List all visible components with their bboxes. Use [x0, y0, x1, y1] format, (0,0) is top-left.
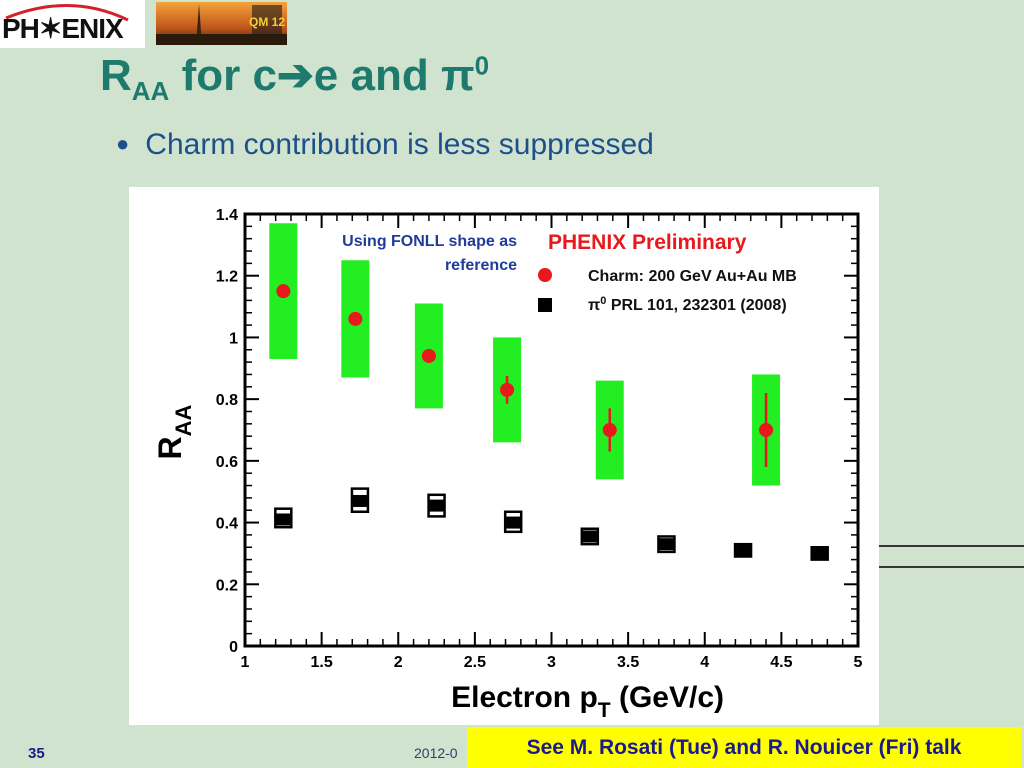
- pi0-point: [352, 494, 367, 507]
- pi0-point: [659, 538, 674, 551]
- charm-point: [276, 284, 291, 299]
- pi0-systematic-box: [503, 510, 523, 534]
- preliminary-label: PHENIX Preliminary: [548, 231, 747, 254]
- y-tick-label: 0.2: [216, 577, 238, 594]
- pi0-systematic-box: [657, 535, 676, 554]
- slide-number: 35: [28, 745, 45, 762]
- charm-point: [759, 423, 774, 437]
- x-tick-label: 1.5: [311, 654, 333, 671]
- y-tick-label: 1: [229, 330, 238, 347]
- x-tick-label: 2: [394, 654, 403, 671]
- phenix-logo: PH✶ENIX: [0, 0, 145, 48]
- x-tick-label: 4.5: [770, 654, 792, 671]
- talk-callout: See M. Rosati (Tue) and R. Nouicer (Fri)…: [467, 727, 1021, 768]
- y-tick-label: 0.6: [216, 454, 238, 471]
- charm-point: [500, 382, 515, 397]
- x-tick-label: 3: [547, 654, 556, 671]
- arrow-icon: ➔: [276, 51, 314, 100]
- edge-lines: [879, 545, 1024, 568]
- x-tick-label: 5: [854, 654, 863, 671]
- pi0-point: [429, 499, 444, 512]
- fonll-annotation-line2: reference: [445, 257, 517, 274]
- y-tick-label: 0.8: [216, 392, 238, 409]
- raa-chart: 1 1.5 2 2.5 3 3.5 4 4.5 5 0 0.2 0.4 0.6 0.8 1 1.2 1.4 Us…: [129, 187, 879, 725]
- bullet-text: Charm contribution is less suppressed: [145, 128, 654, 161]
- y-tick-label: 0.4: [216, 516, 238, 533]
- charm-point: [421, 348, 436, 363]
- charm-point: [348, 311, 363, 326]
- logo-text: PH✶ENIX: [2, 13, 124, 44]
- pi0-systematic-box: [350, 487, 370, 514]
- x-tick-label: 3.5: [617, 654, 639, 671]
- y-tick-label: 0: [229, 639, 238, 656]
- pi0-point: [506, 516, 521, 529]
- logo-swoosh-icon: [5, 4, 129, 22]
- conference-photo: QM 12: [156, 2, 287, 45]
- legend-pi0-marker: [538, 298, 552, 312]
- pi0-point: [276, 513, 291, 526]
- y-tick-label: 1.4: [216, 207, 238, 224]
- y-axis-label: RAA: [152, 404, 196, 459]
- pi0-systematic-box: [427, 493, 446, 518]
- legend-charm-marker: [538, 268, 552, 282]
- pi0-systematic-box: [274, 507, 293, 529]
- slide-title: RAA for c➔e and π0: [100, 50, 490, 106]
- pi0-systematic-box: [810, 546, 829, 561]
- pi0-point: [736, 544, 751, 557]
- x-tick-label: 4: [700, 654, 709, 671]
- pi0-point: [812, 547, 827, 560]
- pi0-systematic-box: [580, 527, 600, 546]
- legend-charm-label: Charm: 200 GeV Au+Au MB: [588, 268, 797, 285]
- x-tick-label: 2.5: [464, 654, 486, 671]
- photo-badge: QM 12: [249, 15, 285, 29]
- pi0-systematic-box: [733, 542, 753, 558]
- y-tick-label: 1.2: [216, 269, 238, 286]
- fonll-annotation-line1: Using FONLL shape as: [342, 233, 517, 250]
- bullet-dot-icon: ●: [116, 131, 130, 156]
- x-tick-label: 1: [241, 654, 250, 671]
- legend-pi0-label: π0 PRL 101, 232301 (2008): [588, 295, 787, 314]
- charm-point: [602, 423, 617, 437]
- bullet-point: ● Charm contribution is less suppressed: [116, 128, 654, 162]
- footer-date: 2012-0: [414, 745, 458, 761]
- pi0-point: [582, 530, 597, 543]
- x-axis-label: Electron pT (GeV/c): [451, 681, 724, 722]
